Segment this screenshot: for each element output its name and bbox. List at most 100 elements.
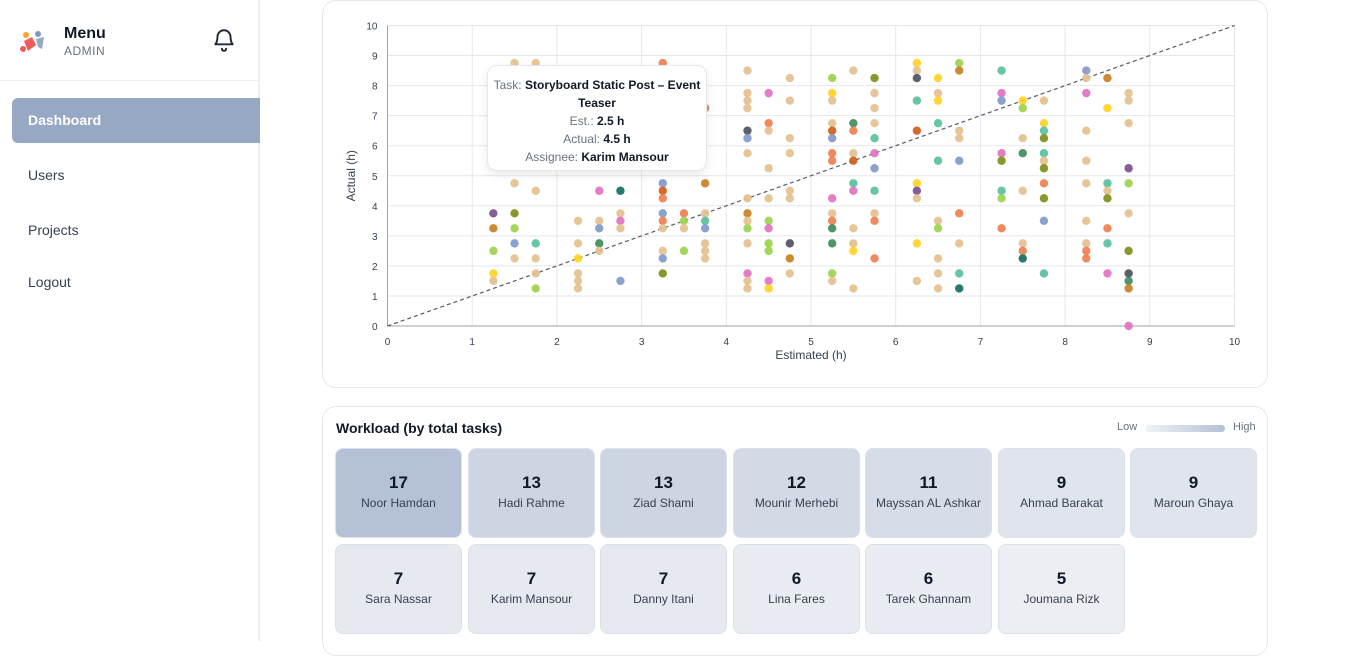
- data-point: [510, 179, 519, 188]
- workload-tile[interactable]: 6 Lina Fares: [733, 544, 860, 634]
- workload-tile[interactable]: 17 Noor Hamdan: [335, 448, 462, 538]
- data-point: [955, 284, 964, 293]
- data-point: [679, 216, 689, 226]
- data-point: [1082, 239, 1091, 248]
- data-point: [595, 246, 604, 256]
- tile-count: 7: [393, 569, 404, 588]
- x-tick-label: 1: [469, 337, 475, 348]
- data-point: [743, 88, 752, 98]
- nav-item-dashboard[interactable]: Dashboard: [12, 98, 260, 143]
- data-point: [1124, 118, 1133, 128]
- workload-tile[interactable]: 5 Joumana Rizk: [998, 544, 1125, 634]
- x-tick-label: 2: [554, 337, 560, 348]
- workload-tile[interactable]: 7 Danny Itani: [600, 544, 727, 634]
- y-axis-label: Actual (h): [344, 150, 358, 201]
- bell-icon[interactable]: [211, 27, 237, 53]
- data-point: [1018, 254, 1027, 263]
- data-point: [1039, 194, 1049, 203]
- data-point: [912, 58, 922, 68]
- workload-tile[interactable]: 7 Karim Mansour: [468, 544, 595, 634]
- data-point: [997, 149, 1006, 158]
- data-point: [785, 96, 795, 105]
- data-point: [1103, 179, 1112, 188]
- data-point: [827, 224, 837, 233]
- data-point: [933, 73, 943, 83]
- data-point: [679, 246, 689, 256]
- workload-tile[interactable]: 13 Ziad Shami: [600, 448, 727, 538]
- workload-tile[interactable]: 12 Mounir Merhebi: [733, 448, 860, 538]
- data-point: [785, 186, 795, 195]
- workload-tile[interactable]: 9 Ahmad Barakat: [998, 448, 1125, 538]
- tile-count: 13: [522, 473, 541, 492]
- workload-tile[interactable]: 6 Tarek Ghannam: [865, 544, 992, 634]
- data-point: [1082, 156, 1091, 165]
- data-point: [955, 269, 964, 278]
- data-point: [573, 269, 583, 278]
- data-point: [658, 224, 667, 233]
- y-tick-label: 4: [372, 202, 378, 213]
- tile-count: 12: [787, 473, 806, 492]
- data-point: [870, 88, 879, 98]
- workload-tile[interactable]: 11 Mayssan AL Ashkar: [865, 448, 992, 538]
- data-point: [870, 73, 879, 83]
- data-point: [849, 224, 858, 233]
- x-tick-label: 7: [978, 337, 984, 348]
- data-point: [955, 209, 964, 218]
- data-point: [1018, 149, 1027, 158]
- nav-item-users[interactable]: Users: [28, 167, 65, 183]
- data-point: [912, 66, 922, 75]
- data-point: [510, 239, 519, 248]
- workload-tile[interactable]: 9 Maroun Ghaya: [1130, 448, 1257, 538]
- data-point: [997, 66, 1006, 75]
- logo-icon: [20, 31, 44, 52]
- data-point: [531, 269, 540, 278]
- data-point: [785, 73, 795, 83]
- data-point: [616, 276, 625, 286]
- data-point: [1082, 73, 1091, 83]
- data-point: [849, 126, 858, 135]
- data-point: [933, 96, 943, 105]
- tile-name: Danny Itani: [633, 592, 694, 606]
- data-point: [912, 276, 922, 286]
- data-point: [616, 209, 625, 218]
- data-point: [743, 149, 752, 158]
- data-point: [1103, 269, 1112, 278]
- data-point: [658, 194, 667, 203]
- data-point: [785, 269, 795, 278]
- scatter-chart-card: 0 1 2 3 4 5 6 7 8 9 10 0 1 2 3 4 5 6 7 8 9 10 Estimated (h) Act…: [322, 0, 1268, 388]
- data-point: [997, 96, 1006, 105]
- data-point: [658, 246, 667, 256]
- data-point: [1018, 186, 1027, 195]
- data-point: [849, 186, 858, 195]
- data-point: [933, 284, 943, 293]
- data-point: [700, 239, 710, 248]
- data-point: [743, 66, 752, 75]
- data-point: [912, 126, 922, 135]
- y-tick-label: 7: [372, 112, 378, 123]
- legend-gradient: [1145, 425, 1225, 432]
- data-point: [1082, 254, 1091, 263]
- nav-item-logout[interactable]: Logout: [28, 274, 71, 290]
- nav-item-projects[interactable]: Projects: [28, 222, 79, 238]
- workload-tile[interactable]: 7 Sara Nassar: [335, 544, 462, 634]
- data-point: [997, 88, 1006, 98]
- data-point: [743, 224, 752, 233]
- data-point: [870, 164, 879, 173]
- tooltip-actual: Actual: 4.5 h: [563, 132, 631, 146]
- data-point: [764, 164, 773, 173]
- tile-count: 17: [389, 473, 408, 492]
- y-tick-label: 6: [372, 142, 378, 153]
- data-point: [827, 209, 837, 218]
- data-point: [997, 224, 1006, 233]
- data-point: [955, 126, 964, 135]
- data-point: [870, 103, 879, 113]
- sidebar-nav: Dashboard Users Projects Logout: [12, 98, 260, 315]
- data-point: [573, 239, 583, 248]
- data-point: [870, 133, 879, 143]
- workload-tile[interactable]: 13 Hadi Rahme: [468, 448, 595, 538]
- data-point: [573, 284, 583, 293]
- data-point: [1124, 276, 1133, 286]
- data-point: [1124, 284, 1133, 293]
- data-point: [510, 224, 519, 233]
- data-point: [933, 254, 943, 263]
